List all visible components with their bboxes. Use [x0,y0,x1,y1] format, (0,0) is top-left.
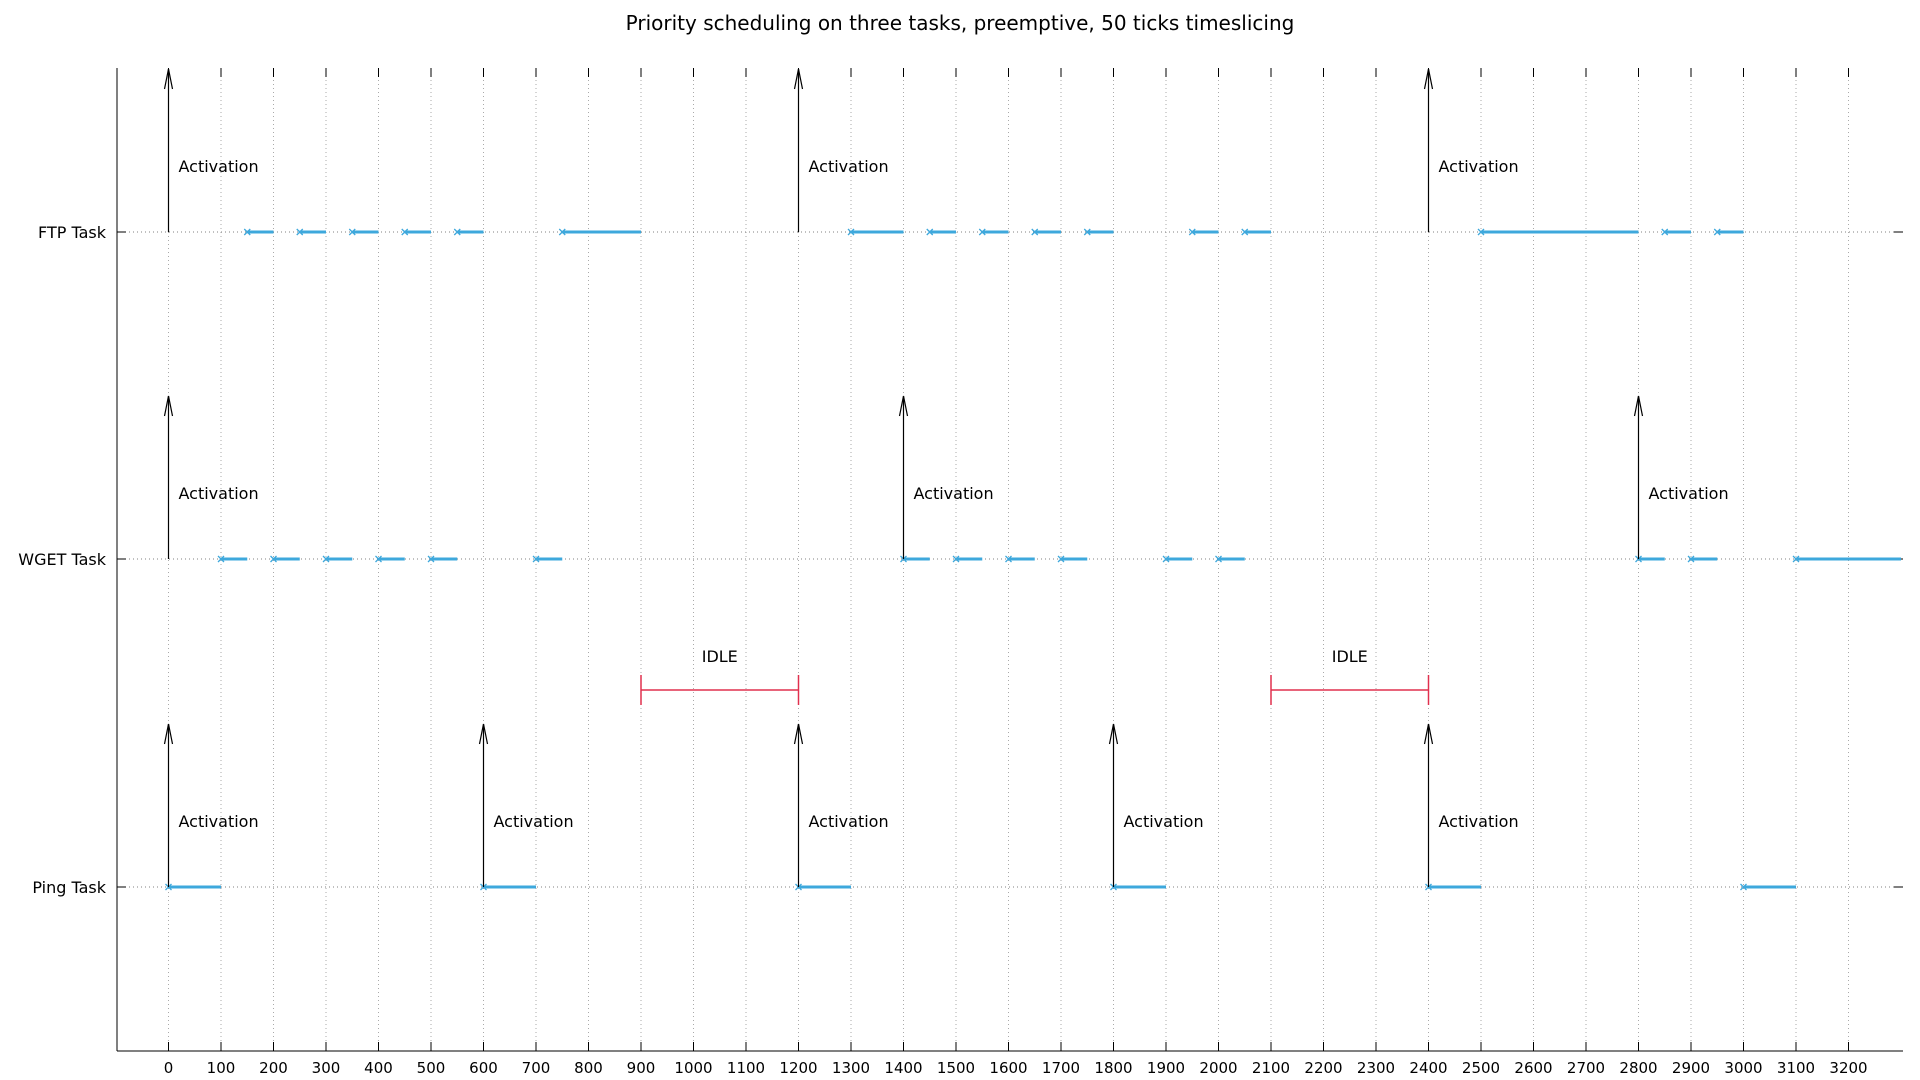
lane-label: Ping Task [32,878,106,897]
x-tick-label: 0 [164,1059,174,1077]
execution-start-marker [217,555,225,563]
execution-start-marker [1713,228,1721,236]
execution-start-marker [1215,555,1222,563]
activation-label: Activation [809,157,889,176]
execution-start-marker [558,228,566,236]
x-tick-label: 2200 [1304,1059,1342,1077]
execution-start-marker [1005,555,1012,563]
execution-start-marker [1792,555,1800,563]
execution-start-marker [1057,555,1065,563]
x-tick-label: 2900 [1672,1059,1710,1077]
execution-start-marker [926,228,934,236]
execution-start-marker [348,228,356,236]
activation-arrowhead [478,723,489,745]
x-tick-label: 800 [574,1059,603,1077]
chart-title: Priority scheduling on three tasks, pree… [626,11,1295,35]
execution-start-marker [1661,228,1669,236]
activation-arrowhead [1633,395,1644,417]
execution-start-marker [532,555,540,563]
activation-arrowhead [793,723,804,745]
x-tick-label: 200 [259,1059,288,1077]
x-tick-label: 3000 [1724,1059,1762,1077]
x-tick-label: 300 [312,1059,341,1077]
x-tick-label: 2800 [1619,1059,1657,1077]
x-tick-label: 2600 [1514,1059,1552,1077]
idle-label: IDLE [702,647,738,666]
activation-arrowhead [898,395,909,417]
x-tick-label: 2700 [1567,1059,1605,1077]
execution-start-marker [322,555,330,563]
activation-label: Activation [179,157,259,176]
execution-start-marker [1687,555,1695,563]
activation-label: Activation [494,812,574,831]
x-tick-label: 1800 [1094,1059,1132,1077]
x-tick-label: 2100 [1252,1059,1290,1077]
activation-label: Activation [1439,812,1519,831]
execution-start-marker [1241,228,1249,236]
execution-start-marker [453,228,461,236]
execution-start-marker [1031,228,1039,236]
lane-label: FTP Task [38,223,107,242]
activation-label: Activation [1124,812,1204,831]
execution-start-marker [847,228,855,236]
x-tick-label: 900 [627,1059,656,1077]
execution-start-marker [243,228,251,236]
execution-start-marker [427,555,435,563]
activation-label: Activation [179,812,259,831]
x-tick-label: 1100 [727,1059,765,1077]
activation-label: Activation [914,484,994,503]
x-tick-label: 2400 [1409,1059,1447,1077]
activation-arrowhead [163,723,174,745]
x-tick-label: 2300 [1357,1059,1395,1077]
lane-label: WGET Task [18,550,106,569]
x-tick-label: 1000 [674,1059,712,1077]
execution-start-marker [296,228,304,236]
x-tick-label: 400 [364,1059,393,1077]
x-tick-label: 1700 [1042,1059,1080,1077]
execution-start-marker [375,555,382,563]
execution-start-marker [1188,228,1196,236]
execution-start-marker [1477,228,1485,236]
execution-start-marker [978,228,986,236]
execution-start-marker [1083,228,1091,236]
activation-arrowhead [1108,723,1119,745]
x-tick-label: 1400 [884,1059,922,1077]
activation-label: Activation [1439,157,1519,176]
activation-arrowhead [163,68,174,90]
x-tick-label: 2000 [1199,1059,1237,1077]
activation-arrowhead [163,395,174,417]
activation-label: Activation [809,812,889,831]
x-tick-label: 600 [469,1059,498,1077]
x-tick-label: 3200 [1829,1059,1867,1077]
x-tick-label: 1900 [1147,1059,1185,1077]
x-tick-label: 500 [417,1059,446,1077]
x-tick-label: 2500 [1462,1059,1500,1077]
execution-start-marker [270,555,277,563]
activation-arrowhead [793,68,804,90]
execution-start-marker [1162,555,1170,563]
x-tick-label: 1500 [937,1059,975,1077]
activation-arrowhead [1423,723,1434,745]
x-tick-label: 1600 [989,1059,1027,1077]
x-tick-label: 100 [207,1059,236,1077]
activation-label: Activation [1649,484,1729,503]
activation-label: Activation [179,484,259,503]
execution-start-marker [1740,883,1747,891]
x-tick-label: 1300 [832,1059,870,1077]
x-tick-label: 700 [522,1059,551,1077]
execution-start-marker [952,555,960,563]
execution-start-marker [401,228,409,236]
x-tick-label: 1200 [779,1059,817,1077]
idle-label: IDLE [1332,647,1368,666]
activation-arrowhead [1423,68,1434,90]
x-tick-label: 3100 [1777,1059,1815,1077]
